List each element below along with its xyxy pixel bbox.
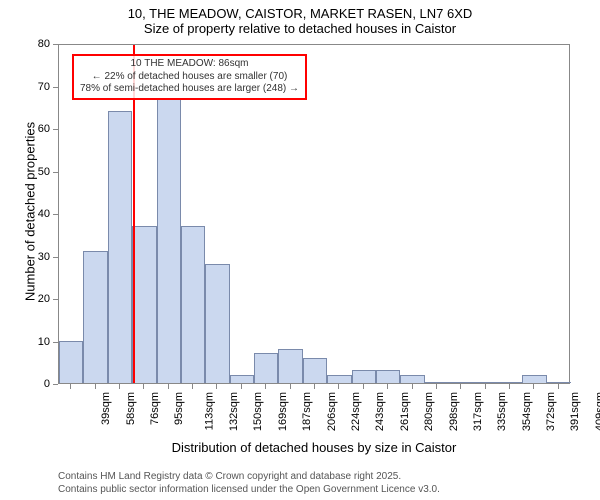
x-tick-label: 150sqm bbox=[253, 392, 265, 431]
x-tick-mark bbox=[533, 384, 534, 389]
x-tick-label: 206sqm bbox=[326, 392, 338, 431]
x-tick-mark bbox=[241, 384, 242, 389]
chart-container: 10, THE MEADOW, CAISTOR, MARKET RASEN, L… bbox=[0, 0, 600, 500]
x-tick-label: 58sqm bbox=[125, 392, 137, 425]
histogram-bar bbox=[108, 111, 132, 383]
annotation-line-3: 78% of semi-detached houses are larger (… bbox=[80, 83, 299, 96]
x-tick-label: 317sqm bbox=[472, 392, 484, 431]
histogram-bar bbox=[400, 375, 424, 384]
x-tick-label: 95sqm bbox=[173, 392, 185, 425]
x-tick-mark bbox=[192, 384, 193, 389]
x-tick-mark bbox=[412, 384, 413, 389]
x-tick-mark bbox=[485, 384, 486, 389]
histogram-bar bbox=[181, 226, 205, 383]
annotation-line-1: 10 THE MEADOW: 86sqm bbox=[80, 58, 299, 71]
histogram-bar bbox=[303, 358, 327, 384]
x-tick-label: 224sqm bbox=[350, 392, 362, 431]
y-tick-mark bbox=[53, 87, 58, 88]
x-tick-label: 261sqm bbox=[399, 392, 411, 431]
y-tick-mark bbox=[53, 342, 58, 343]
x-tick-mark bbox=[168, 384, 169, 389]
x-tick-label: 298sqm bbox=[448, 392, 460, 431]
histogram-bar bbox=[352, 370, 376, 383]
x-tick-mark bbox=[509, 384, 510, 389]
x-tick-mark bbox=[460, 384, 461, 389]
x-tick-mark bbox=[387, 384, 388, 389]
histogram-bar bbox=[522, 375, 546, 384]
x-tick-label: 354sqm bbox=[521, 392, 533, 431]
y-axis-label: Number of detached properties bbox=[23, 42, 38, 382]
y-tick-mark bbox=[53, 299, 58, 300]
x-tick-mark bbox=[119, 384, 120, 389]
histogram-bar bbox=[425, 382, 449, 383]
y-tick-mark bbox=[53, 44, 58, 45]
histogram-bar bbox=[547, 382, 571, 383]
histogram-bar bbox=[376, 370, 400, 383]
x-tick-label: 409sqm bbox=[594, 392, 600, 431]
histogram-bar bbox=[132, 226, 156, 383]
title-line-1: 10, THE MEADOW, CAISTOR, MARKET RASEN, L… bbox=[0, 6, 600, 21]
x-tick-mark bbox=[143, 384, 144, 389]
histogram-bar bbox=[157, 98, 181, 383]
x-tick-label: 39sqm bbox=[100, 392, 112, 425]
x-tick-label: 169sqm bbox=[277, 392, 289, 431]
chart-title: 10, THE MEADOW, CAISTOR, MARKET RASEN, L… bbox=[0, 6, 600, 36]
x-tick-mark bbox=[95, 384, 96, 389]
x-axis-label: Distribution of detached houses by size … bbox=[58, 440, 570, 455]
footer-line-1: Contains HM Land Registry data © Crown c… bbox=[58, 471, 401, 482]
y-tick-mark bbox=[53, 129, 58, 130]
x-tick-mark bbox=[290, 384, 291, 389]
histogram-bar bbox=[327, 375, 351, 384]
x-tick-mark bbox=[314, 384, 315, 389]
x-tick-mark bbox=[338, 384, 339, 389]
histogram-bar bbox=[83, 251, 107, 383]
histogram-bar bbox=[230, 375, 254, 384]
x-tick-label: 335sqm bbox=[496, 392, 508, 431]
x-tick-mark bbox=[265, 384, 266, 389]
histogram-bar bbox=[278, 349, 302, 383]
x-tick-label: 132sqm bbox=[228, 392, 240, 431]
histogram-bar bbox=[254, 353, 278, 383]
x-tick-mark bbox=[363, 384, 364, 389]
x-tick-mark bbox=[70, 384, 71, 389]
histogram-bar bbox=[473, 382, 497, 383]
x-tick-label: 372sqm bbox=[545, 392, 557, 431]
x-tick-mark bbox=[558, 384, 559, 389]
histogram-bar bbox=[498, 382, 522, 383]
y-tick-mark bbox=[53, 172, 58, 173]
x-tick-label: 187sqm bbox=[301, 392, 313, 431]
y-tick-mark bbox=[53, 257, 58, 258]
annotation-box: 10 THE MEADOW: 86sqm ← 22% of detached h… bbox=[72, 54, 307, 100]
x-tick-label: 391sqm bbox=[570, 392, 582, 431]
footer-line-2: Contains public sector information licen… bbox=[58, 484, 440, 495]
x-tick-label: 243sqm bbox=[375, 392, 387, 431]
histogram-bar bbox=[205, 264, 229, 383]
y-tick-mark bbox=[53, 214, 58, 215]
x-tick-mark bbox=[436, 384, 437, 389]
x-tick-label: 113sqm bbox=[203, 392, 215, 430]
x-tick-mark bbox=[216, 384, 217, 389]
histogram-bar bbox=[59, 341, 83, 384]
x-tick-label: 280sqm bbox=[423, 392, 435, 431]
y-tick-mark bbox=[53, 384, 58, 385]
x-tick-label: 76sqm bbox=[149, 392, 161, 425]
annotation-line-2: ← 22% of detached houses are smaller (70… bbox=[80, 71, 299, 84]
histogram-bar bbox=[449, 382, 473, 383]
title-line-2: Size of property relative to detached ho… bbox=[0, 21, 600, 36]
